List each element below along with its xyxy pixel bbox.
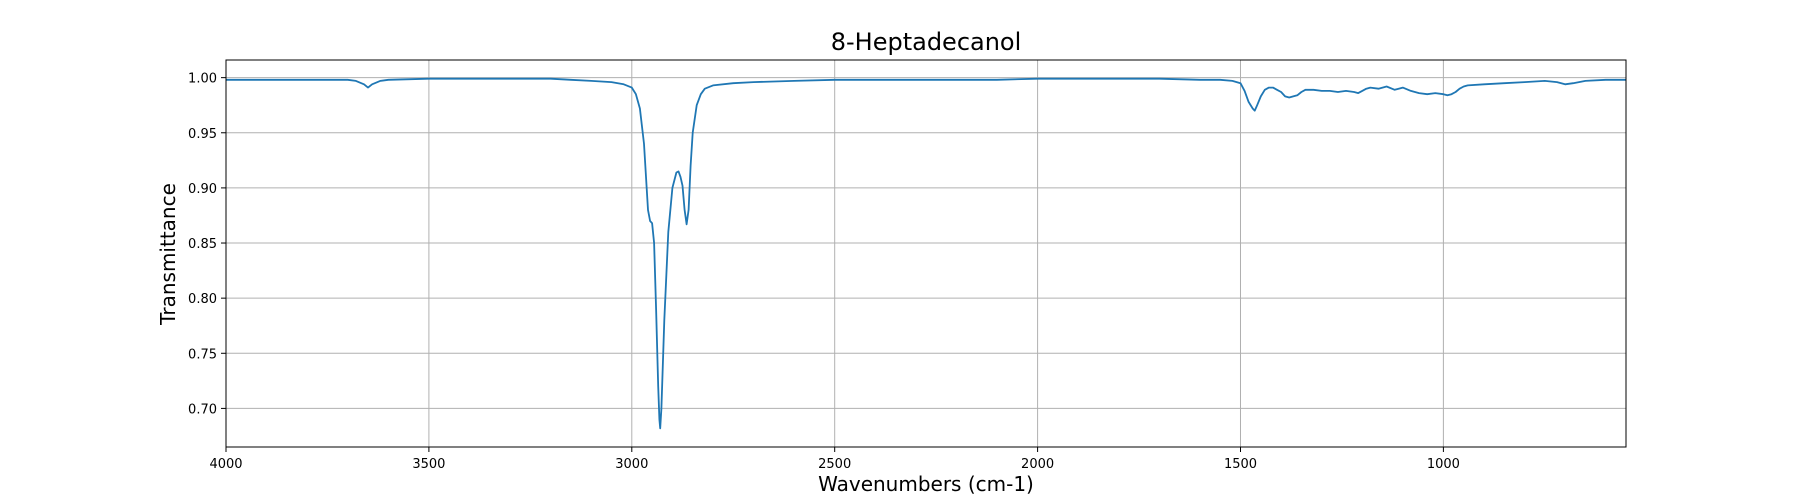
grid — [225, 60, 1626, 447]
x-tick-label: 4000 — [209, 457, 242, 472]
spectrum-line — [226, 77, 1626, 430]
y-tick-label: 0.75 — [188, 347, 217, 362]
y-tick-label: 0.85 — [188, 237, 217, 252]
x-axis-title: Wavenumbers (cm-1) — [818, 472, 1034, 496]
series-layer — [226, 77, 1626, 430]
y-tick-label: 0.70 — [188, 402, 217, 417]
x-tick-label: 1500 — [1224, 457, 1257, 472]
x-tick-label: 2000 — [1021, 457, 1054, 472]
y-axis: 0.70 0.75 0.80 0.85 0.90 0.95 1.00 — [188, 72, 226, 417]
y-tick-label: 0.80 — [188, 292, 217, 307]
y-tick-label: 1.00 — [188, 72, 217, 87]
plot-frame — [225, 59, 1627, 448]
y-axis-title: Transmittance — [156, 183, 180, 326]
x-axis: 4000 3500 3000 2500 2000 1500 1000 — [209, 447, 1460, 472]
chart-title: 8-Heptadecanol — [831, 28, 1022, 56]
y-tick-label: 0.90 — [188, 182, 217, 197]
x-tick-label: 3500 — [412, 457, 445, 472]
y-tick-label: 0.95 — [188, 127, 217, 142]
x-tick-label: 1000 — [1427, 457, 1460, 472]
x-tick-label: 3000 — [615, 457, 648, 472]
x-tick-label: 2500 — [818, 457, 851, 472]
